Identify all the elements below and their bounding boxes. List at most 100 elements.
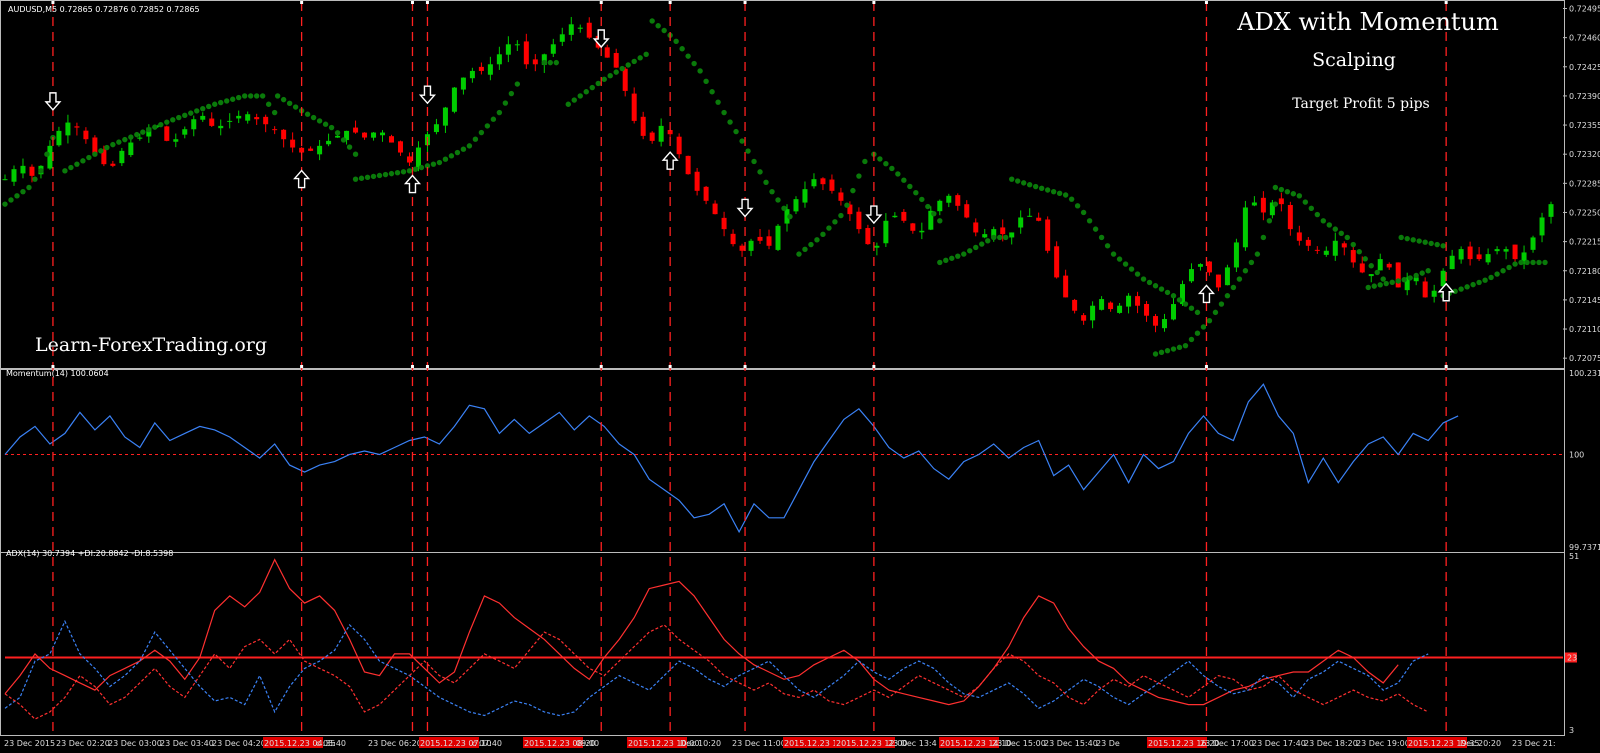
sar-dot — [1398, 234, 1404, 241]
candle-body — [1072, 299, 1078, 311]
highlighted-time-badge — [419, 737, 479, 748]
sar-dot — [316, 118, 323, 124]
candle-body — [919, 230, 925, 233]
sar-dot — [1422, 239, 1428, 245]
sar-dot — [1050, 188, 1057, 195]
candle-body — [164, 126, 170, 141]
sar-dot — [292, 104, 299, 110]
signal-edge-mark — [300, 365, 304, 368]
adx-level-badge — [1565, 652, 1577, 663]
sar-dot — [1302, 199, 1309, 205]
sar-dot — [194, 108, 200, 114]
sar-dot — [1452, 288, 1458, 294]
sar-dot — [1338, 230, 1344, 236]
sar-dot — [1377, 282, 1383, 288]
signal-edge-mark — [425, 1, 429, 4]
sar-dot — [1350, 241, 1356, 248]
candle-body — [1206, 261, 1212, 273]
sar-dot — [224, 98, 230, 104]
candle-body — [469, 70, 475, 79]
candle-body — [65, 122, 71, 136]
signal-edge-mark — [599, 1, 603, 4]
candle-body — [1251, 202, 1257, 206]
sar-dot — [110, 141, 116, 148]
sar-dot — [1371, 283, 1377, 289]
time-tick-label: Dec 10:20 — [680, 739, 721, 748]
candle-body — [487, 64, 493, 75]
sar-dot — [164, 119, 170, 125]
signal-edge-mark — [1444, 1, 1448, 4]
sar-dot — [715, 99, 721, 105]
highlighted-time-badge — [627, 737, 687, 748]
candle-body — [1000, 227, 1006, 235]
sar-dot — [739, 138, 745, 144]
sar-dot — [1104, 243, 1111, 249]
sar-dot — [1003, 234, 1009, 241]
sar-dot — [1092, 226, 1099, 232]
candle-body — [1099, 299, 1105, 310]
price-tick-label: 0.72390 — [1569, 92, 1600, 101]
sar-dot — [937, 259, 943, 266]
sar-dot — [170, 117, 176, 123]
candle-body — [1054, 246, 1060, 278]
down-arrow-shape — [44, 92, 62, 111]
candle-body — [1314, 249, 1320, 251]
signal-edge-mark — [743, 365, 747, 368]
candle-body — [1242, 207, 1248, 248]
sar-dot — [1158, 349, 1165, 356]
sar-dot — [92, 151, 98, 157]
sar-dot — [502, 100, 509, 106]
candle-body — [460, 77, 466, 90]
sar-dot — [967, 248, 973, 254]
sar-dot — [448, 153, 455, 159]
candle-body — [703, 186, 709, 201]
candle-body — [1278, 198, 1284, 205]
sar-dot — [808, 241, 814, 248]
up-arrow-marker — [1197, 284, 1216, 304]
time-tick-label: 23 Dec 15:00 — [992, 739, 1046, 748]
candle-body — [1260, 197, 1266, 213]
sar-dot — [1206, 318, 1213, 324]
sar-dot — [400, 169, 407, 175]
sar-dot — [62, 168, 68, 174]
down-arrow-marker — [736, 198, 754, 218]
time-tick-label: 2015.12.23 08:20 — [524, 739, 595, 748]
sar-dot — [1152, 351, 1159, 357]
candle-body — [478, 66, 484, 71]
sar-dot — [949, 255, 955, 261]
time-tick-label: c 07:40 — [472, 739, 502, 748]
sar-dot — [280, 96, 287, 103]
candle-body — [523, 41, 529, 65]
candle-body — [1126, 295, 1132, 307]
sar-dot — [466, 143, 473, 149]
candle-body — [1395, 262, 1401, 288]
candle-body — [380, 132, 386, 136]
candle-body — [640, 116, 646, 136]
sar-dot — [212, 101, 218, 107]
adx-header: ADX(14) 30.7394 +DI:20.8842 -DI:8.5398 — [6, 549, 173, 558]
brand-watermark: Learn-ForexTrading.org — [35, 334, 267, 356]
sar-dot — [913, 190, 919, 196]
sar-dot — [1074, 203, 1081, 209]
candle-body — [1368, 274, 1374, 277]
sar-dot — [1062, 192, 1069, 198]
sar-dot — [1332, 226, 1338, 232]
time-tick-label: 09:00 — [576, 739, 599, 748]
candle-body — [74, 126, 80, 128]
sar-dot — [1407, 275, 1413, 281]
candle-body — [1117, 305, 1123, 313]
sar-dot — [406, 168, 413, 174]
sar-dot — [583, 89, 589, 95]
sar-dot — [122, 136, 128, 143]
sar-dot — [1320, 218, 1327, 224]
candle-body — [433, 124, 439, 133]
sar-dot — [1488, 274, 1494, 281]
down-arrow-marker — [418, 85, 437, 105]
candle-body — [1188, 269, 1194, 282]
candle-body — [1431, 290, 1437, 297]
sar-dot — [925, 203, 931, 210]
sar-dot — [1164, 289, 1171, 296]
candle-body — [182, 129, 188, 135]
sar-dot — [1224, 293, 1231, 299]
